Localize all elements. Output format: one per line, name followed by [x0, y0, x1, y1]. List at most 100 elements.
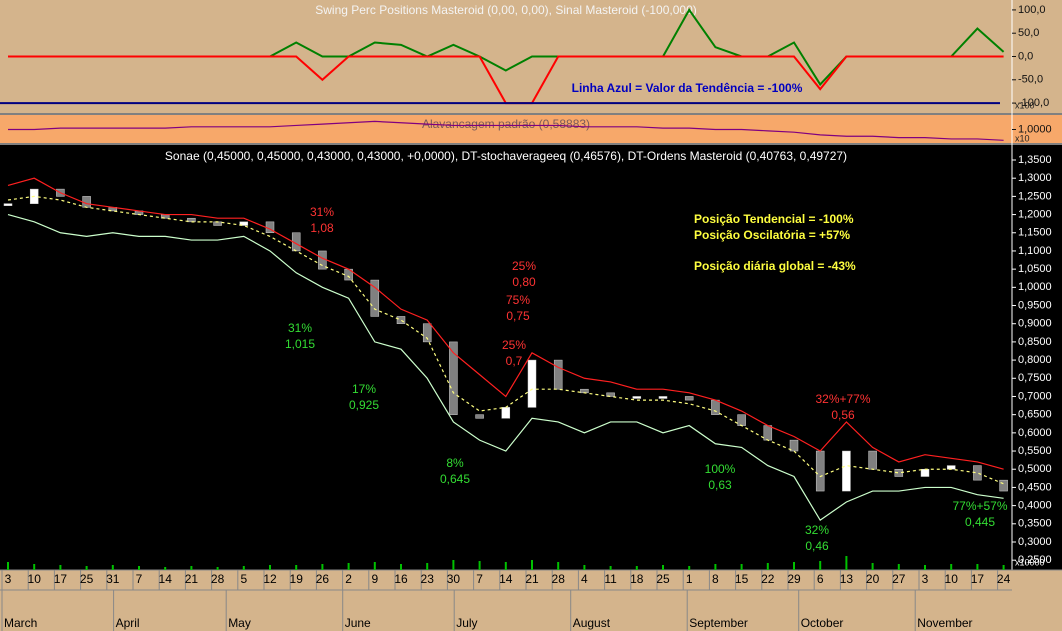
x-tick-label: 31 [106, 572, 120, 586]
y-tick-label: 1,1500 [1018, 227, 1052, 239]
candle [239, 221, 249, 226]
candle [789, 439, 799, 452]
y-tick-label: 0,9000 [1018, 318, 1052, 330]
signal-label: 0,925 [349, 398, 379, 412]
x-tick-label: 25 [656, 572, 670, 586]
volume-bar [793, 562, 795, 570]
signal-label: 8% [446, 456, 464, 470]
candle [737, 414, 746, 426]
oscillator-title: Swing Perc Positions Masteroid (0,00, 0,… [315, 3, 697, 17]
y-tick-label: 0,2500 [1018, 554, 1052, 566]
series-line [8, 120, 1004, 141]
x-tick-label: 8 [712, 572, 719, 586]
scale-note: x100 [1015, 100, 1035, 110]
x-tick-label: 21 [185, 572, 199, 586]
volume-bar [531, 560, 533, 570]
volume-bar [871, 563, 874, 570]
x-tick-label: 10 [28, 572, 42, 586]
signal-label: 32%+77% [815, 392, 870, 406]
x-tick-label: 5 [240, 572, 247, 586]
y-tick-label: 0,4500 [1018, 481, 1052, 493]
candle [553, 359, 563, 390]
signal-label: 75% [506, 293, 530, 307]
volume-bar [59, 565, 62, 570]
candle [82, 196, 91, 208]
candle [763, 425, 773, 441]
volume-bar [819, 561, 822, 570]
signal-label: 1,08 [310, 221, 334, 235]
volume-bar [7, 562, 9, 570]
signal-label: 0,75 [506, 309, 530, 323]
y-tick-label: 0,5500 [1018, 445, 1052, 457]
volume-bar [452, 560, 455, 570]
month-label: May [228, 616, 251, 630]
volume-bar [478, 561, 481, 570]
month-label: July [456, 616, 477, 630]
candle [868, 450, 877, 470]
signal-label: 0,645 [440, 472, 470, 486]
volume-bar [635, 566, 638, 570]
series-line [7, 195, 1004, 485]
volume-bar [33, 564, 36, 570]
x-tick-label: 14 [499, 572, 513, 586]
volume-bar [583, 565, 586, 570]
x-tick-label: 9 [371, 572, 378, 586]
candle [842, 450, 851, 492]
month-label: September [689, 616, 748, 630]
y-tick-label: 1,3000 [1018, 172, 1052, 184]
volume-bar [164, 567, 167, 570]
x-tick-label: 25 [80, 572, 94, 586]
x-tick-label: 16 [394, 572, 408, 586]
x-tick-label: 23 [421, 572, 435, 586]
volume-bar [897, 564, 900, 570]
candle [422, 323, 432, 343]
y-tick-label: 0,3000 [1018, 536, 1052, 548]
position-text: Posição Tendencial = -100% [694, 212, 854, 226]
volume-bar [269, 565, 271, 570]
month-label: March [4, 616, 37, 630]
x-tick-label: 30 [447, 572, 461, 586]
volume-bar [714, 564, 717, 570]
x-tick-label: 13 [840, 572, 854, 586]
volume-bar [85, 566, 88, 570]
signal-label: 0,56 [831, 408, 855, 422]
x-tick-label: 17 [54, 572, 68, 586]
x-tick-label: 4 [581, 572, 588, 586]
candle [187, 217, 196, 223]
price-title: Sonae (0,45000, 0,45000, 0,43000, 0,4300… [165, 149, 847, 163]
volume-bar [766, 563, 769, 570]
month-label: August [573, 616, 611, 630]
x-tick-label: 15 [735, 572, 749, 586]
x-tick-label: 18 [630, 572, 644, 586]
y-tick-label: 100,0 [1018, 4, 1046, 16]
x-tick-label: 28 [211, 572, 225, 586]
y-tick-label: -100,0 [1018, 97, 1049, 109]
x-tick-label: 12 [263, 572, 277, 586]
candle [396, 316, 406, 324]
x-tick-label: 10 [945, 572, 959, 586]
signal-label: 77%+57% [952, 499, 1007, 513]
volume-bar [976, 564, 979, 570]
date-axis [0, 570, 1062, 631]
month-label: November [917, 616, 972, 630]
candle [606, 392, 615, 397]
candle [501, 407, 511, 419]
x-tick-label: 7 [136, 572, 143, 586]
scale-note: x10000 [1015, 557, 1045, 567]
x-tick-label: 3 [5, 572, 12, 586]
leverage-title: Alavancagem padrão (0,58883) [422, 117, 590, 131]
x-tick-label: 17 [971, 572, 985, 586]
volume-bar [504, 562, 507, 570]
volume-bar [373, 562, 376, 570]
month-label: June [345, 616, 371, 630]
candle [3, 203, 13, 206]
signal-label: 25% [512, 259, 536, 273]
x-tick-label: 27 [892, 572, 906, 586]
y-tick-label: 0,9500 [1018, 299, 1052, 311]
volume-bar [609, 566, 612, 570]
x-tick-label: 20 [866, 572, 880, 586]
leverage-panel [0, 115, 1062, 143]
signal-label: 0,80 [512, 275, 536, 289]
trend-annotation: Linha Azul = Valor da Tendência = -100% [572, 81, 803, 95]
